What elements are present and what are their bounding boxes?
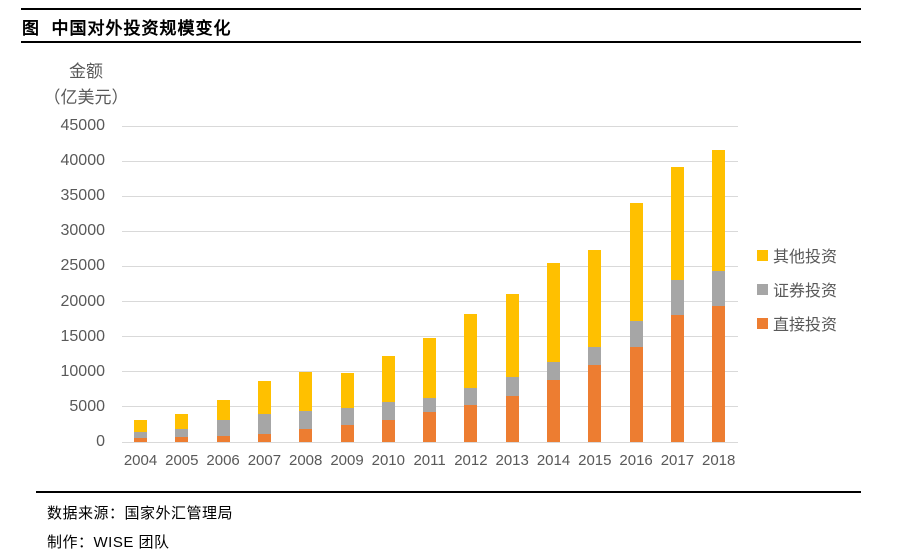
bar-2012-其他投资	[464, 314, 478, 388]
bar-2015-直接投资	[588, 364, 602, 442]
bar-2018-直接投资	[712, 305, 726, 442]
bar-2010-其他投资	[381, 356, 395, 402]
x-tick-label-2008: 2008	[289, 452, 323, 469]
x-tick-label-2006: 2006	[206, 452, 240, 469]
chart-title: 图 中国对外投资规模变化	[22, 19, 232, 38]
x-tick-label-2017: 2017	[660, 452, 695, 469]
y-axis-title-line1: 金额	[69, 62, 103, 81]
x-tick-label-2016: 2016	[619, 452, 653, 469]
gridline-35000	[122, 195, 738, 197]
x-tick-label-2005: 2005	[165, 452, 199, 469]
bar-2006-其他投资	[216, 399, 230, 420]
bar-2008-其他投资	[299, 372, 313, 412]
bar-2009-其他投资	[340, 372, 354, 408]
x-tick-label-2018: 2018	[702, 452, 736, 469]
gridline-20000	[122, 301, 738, 303]
bar-2016-其他投资	[629, 202, 643, 322]
legend-item-直接投资: 直接投资	[757, 311, 837, 335]
legend-item-其他投资: 其他投资	[757, 243, 837, 267]
bar-2014-直接投资	[547, 380, 560, 442]
y-tick-label-0: 0	[96, 433, 105, 450]
bar-2012-证券投资	[464, 387, 478, 405]
gridline-15000	[122, 336, 738, 338]
bar-2007-证券投资	[257, 413, 271, 434]
bar-2009-证券投资	[340, 407, 354, 425]
x-tick-label-2012: 2012	[454, 452, 488, 469]
y-tick-label-25000: 25000	[60, 257, 106, 275]
legend-swatch-icon	[757, 317, 768, 329]
bar-2016-直接投资	[629, 346, 643, 442]
bar-2018-其他投资	[712, 150, 726, 271]
x-tick-label-2011: 2011	[413, 452, 446, 469]
bar-2006-证券投资	[216, 419, 230, 436]
y-tick-label-35000: 35000	[60, 187, 106, 205]
x-tick-label-2009: 2009	[330, 452, 364, 469]
top-divider	[21, 8, 861, 10]
gridline-0	[122, 441, 738, 443]
bar-2007-其他投资	[257, 380, 271, 414]
bar-2009-直接投资	[340, 424, 354, 442]
x-tick-label-2014: 2014	[536, 452, 571, 469]
bar-2012-直接投资	[464, 404, 478, 442]
x-tick-label-2007: 2007	[247, 452, 282, 469]
bar-2017-证券投资	[670, 280, 684, 315]
bar-2005-直接投资	[175, 437, 189, 442]
bar-2013-直接投资	[505, 395, 519, 442]
bar-2011-其他投资	[423, 338, 437, 398]
legend-swatch-icon	[757, 283, 768, 295]
legend-label: 直接投资	[773, 317, 838, 334]
y-tick-label-15000: 15000	[60, 327, 106, 345]
y-tick-label-30000: 30000	[60, 222, 106, 240]
legend-item-证券投资: 证券投资	[757, 277, 837, 301]
y-tick-label-40000: 40000	[60, 152, 106, 170]
bar-2015-证券投资	[588, 346, 602, 365]
y-axis-title: 金额 （亿美元）	[30, 59, 142, 111]
gridline-40000	[122, 160, 738, 162]
bar-2008-证券投资	[299, 411, 313, 429]
bar-2005-其他投资	[175, 414, 189, 430]
bar-2017-直接投资	[670, 314, 684, 442]
bar-2013-证券投资	[505, 377, 519, 396]
bar-2008-直接投资	[299, 428, 313, 442]
bar-2011-直接投资	[423, 412, 437, 442]
gridline-45000	[122, 125, 738, 127]
gridline-25000	[122, 265, 738, 267]
x-tick-label-2013: 2013	[495, 452, 529, 469]
bar-2014-其他投资	[547, 262, 560, 362]
maker-note: 制作：WISE 团队	[47, 534, 170, 551]
gridline-30000	[122, 230, 738, 232]
title-divider	[21, 41, 861, 43]
bar-2017-其他投资	[670, 167, 684, 281]
bar-2010-直接投资	[381, 419, 395, 442]
bar-2016-证券投资	[629, 321, 643, 347]
bar-2013-其他投资	[505, 294, 519, 378]
bar-2004-直接投资	[134, 438, 147, 442]
bar-2007-直接投资	[257, 433, 271, 442]
y-tick-label-20000: 20000	[60, 292, 106, 310]
y-tick-label-45000: 45000	[60, 117, 106, 134]
bar-2004-证券投资	[134, 431, 147, 439]
legend-swatch-icon	[757, 249, 768, 261]
x-tick-label-2004: 2004	[123, 452, 158, 469]
legend-label: 证券投资	[773, 283, 838, 300]
bar-2014-证券投资	[547, 361, 560, 380]
bar-2018-证券投资	[712, 270, 726, 306]
bar-2011-证券投资	[423, 397, 437, 413]
y-tick-label-10000: 10000	[60, 362, 106, 380]
bar-2004-其他投资	[134, 420, 147, 432]
x-tick-label-2015: 2015	[578, 452, 612, 469]
footer-divider	[36, 491, 861, 493]
bar-2005-证券投资	[175, 429, 189, 438]
bar-2015-其他投资	[588, 249, 602, 347]
bar-2010-证券投资	[381, 401, 395, 420]
legend-label: 其他投资	[773, 249, 838, 266]
y-axis-title-line2: （亿美元）	[43, 88, 129, 107]
data-source-note: 数据来源：国家外汇管理局	[47, 505, 234, 522]
x-tick-label-2010: 2010	[371, 452, 405, 469]
y-tick-label-5000: 5000	[69, 397, 105, 415]
bar-2006-直接投资	[216, 435, 230, 442]
